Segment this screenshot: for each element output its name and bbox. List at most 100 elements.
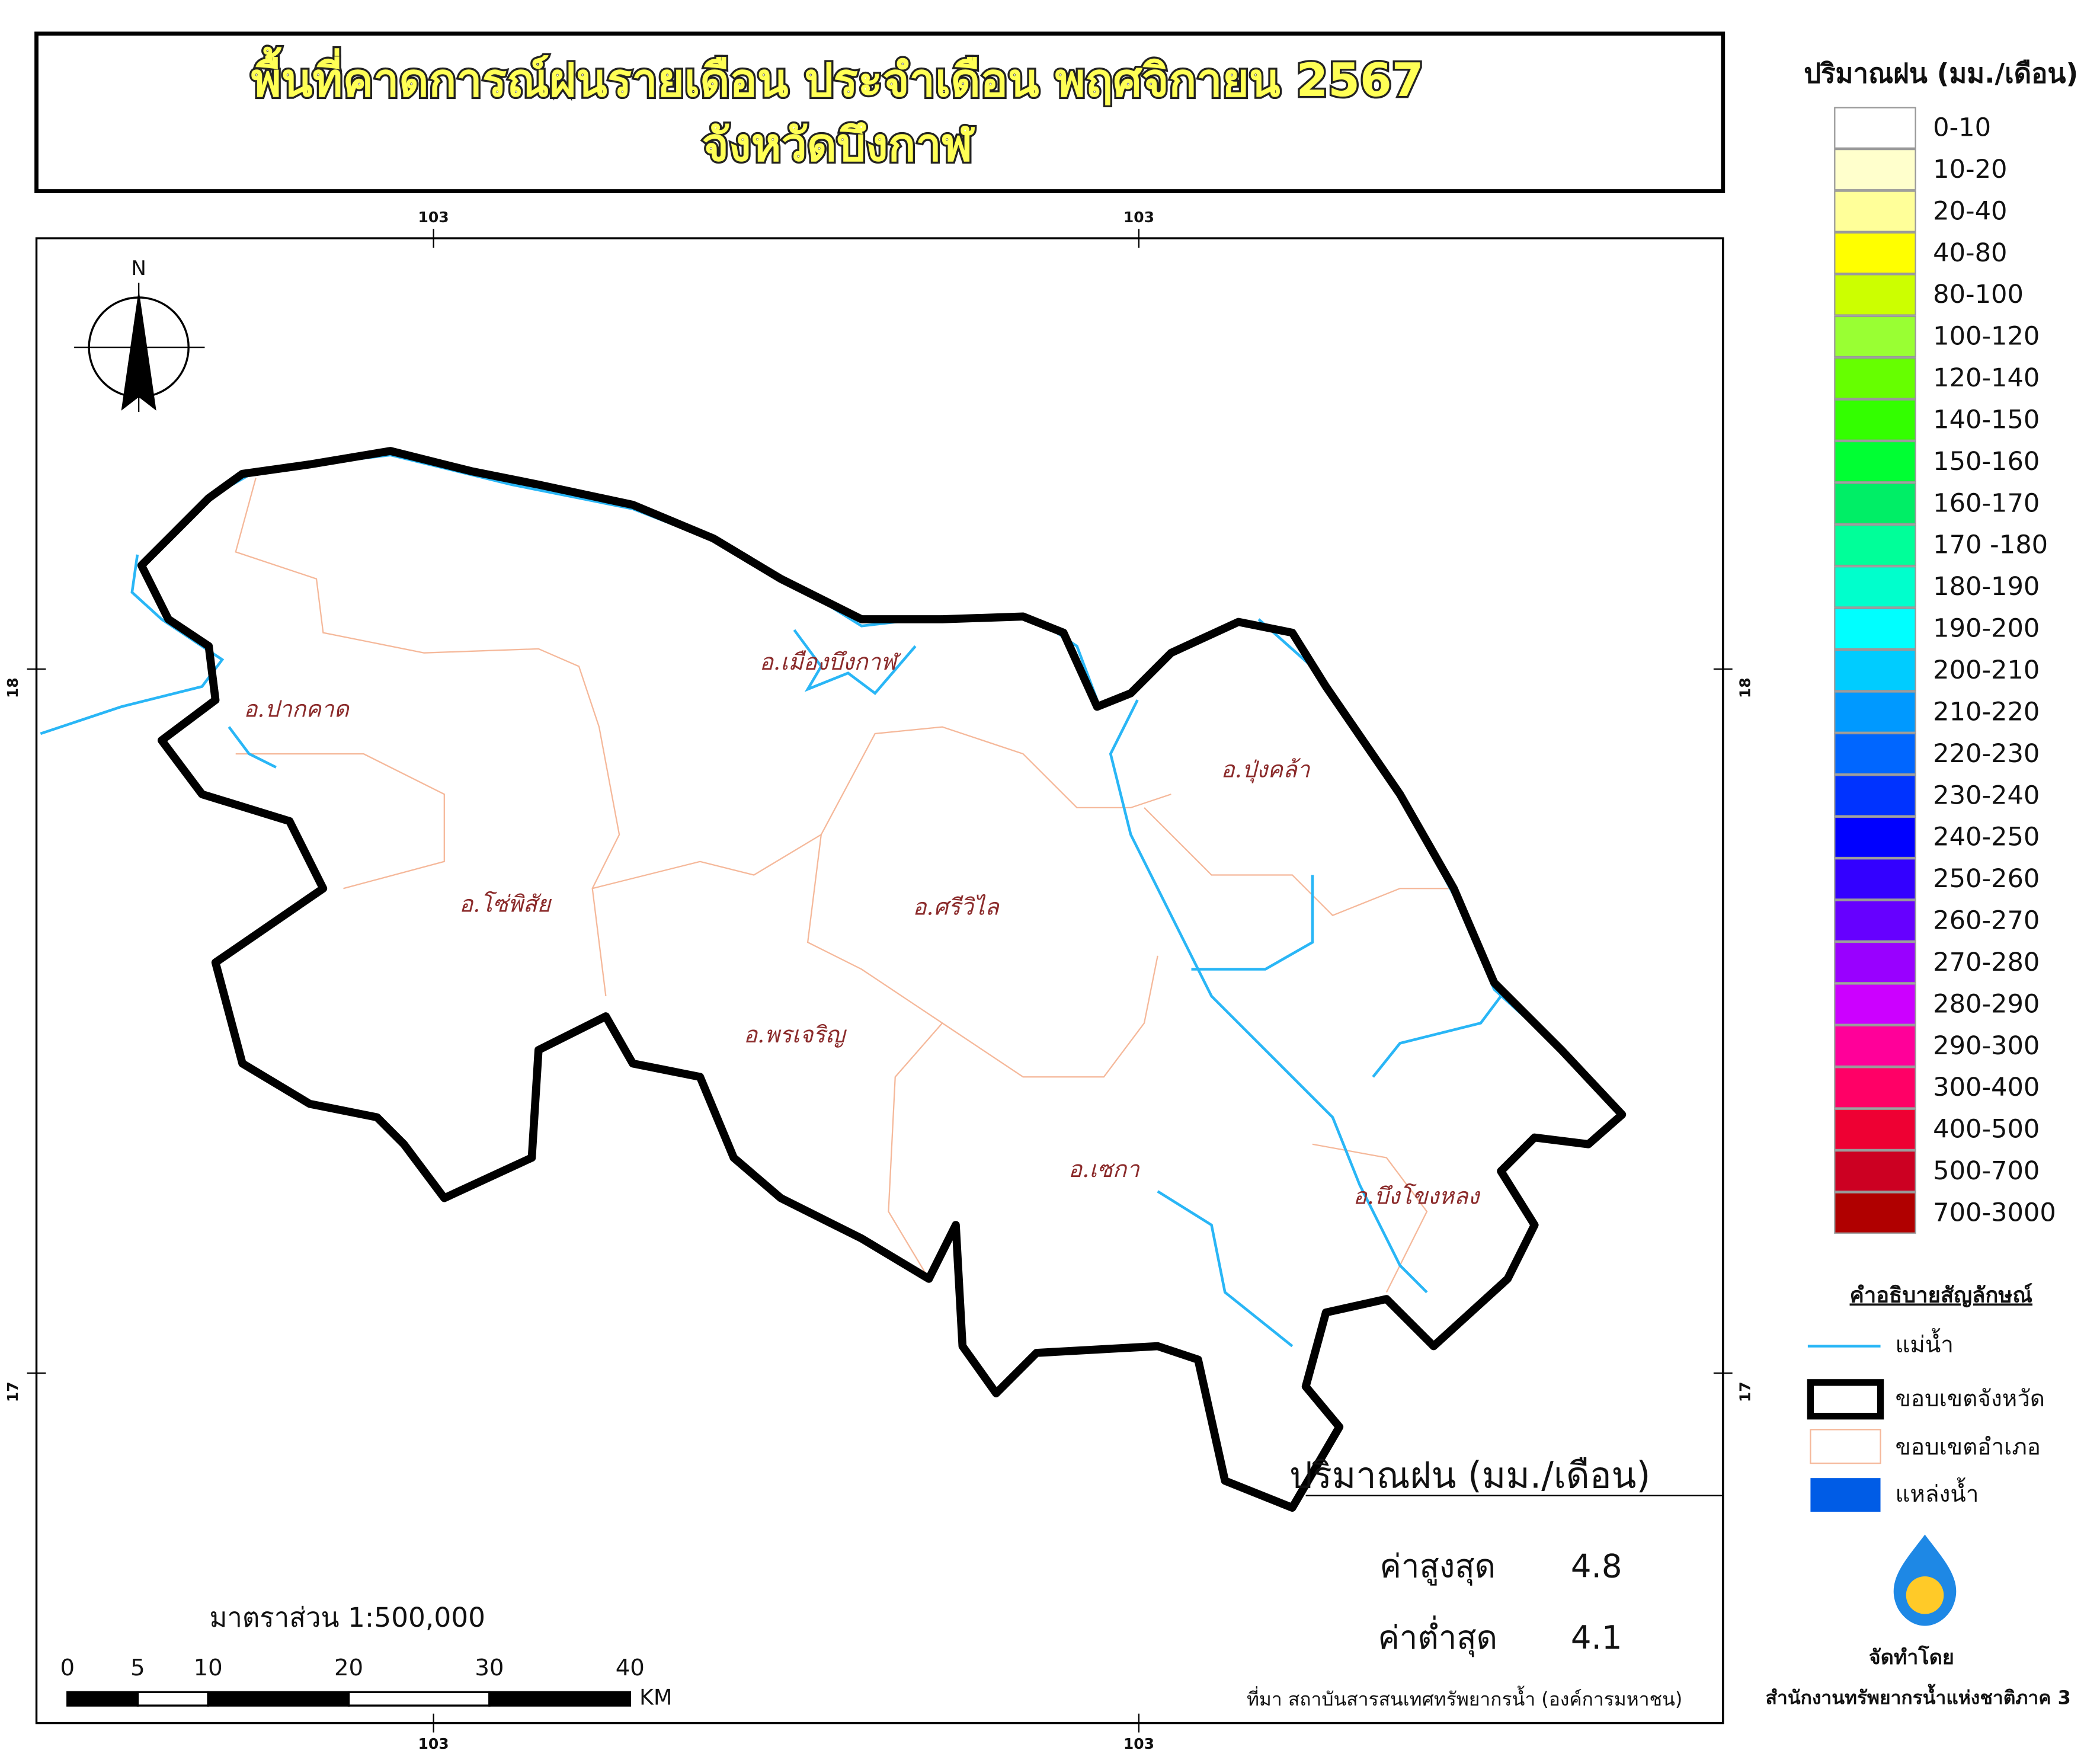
legend-label: 140-150	[1933, 405, 2040, 434]
graticule-label: 103	[418, 209, 449, 226]
legend-swatch	[1834, 650, 1916, 692]
legend-swatch	[1834, 1025, 1916, 1067]
legend-swatch	[1834, 190, 1916, 232]
legend-label: 700-3000	[1933, 1198, 2056, 1227]
legend-swatch	[1834, 1067, 1916, 1109]
graticule-label: 18	[1736, 677, 1753, 698]
scale-label: 0	[60, 1655, 75, 1681]
legend-swatch	[1834, 858, 1916, 900]
graticule-label: 17	[1736, 1381, 1753, 1402]
max-label: ค่าสูงสุด	[1379, 1547, 1496, 1586]
symbol-label: ขอบเขตอำเภอ	[1896, 1434, 2041, 1461]
north-label: N	[131, 257, 146, 280]
district-label: อ.โซ่พิสัย	[459, 891, 552, 918]
agency-logo	[1893, 1534, 1957, 1626]
water-symbol	[1810, 1478, 1881, 1512]
legend-swatch	[1834, 315, 1916, 358]
district-label: อ.ปุ่งคล้า	[1221, 757, 1310, 784]
legend-label: 240-250	[1933, 823, 2040, 852]
min-value: 4.1	[1571, 1618, 1622, 1656]
legend-swatch	[1834, 732, 1916, 775]
legend-label: 160-170	[1933, 488, 2040, 518]
scale-segment	[488, 1691, 631, 1707]
legend-label: 250-260	[1933, 864, 2040, 894]
legend-label: 220-230	[1933, 739, 2040, 769]
scale-unit: KM	[639, 1685, 672, 1710]
district-label: อ.ศรีวิไล	[913, 894, 1000, 920]
legend-label: 500-700	[1933, 1156, 2040, 1186]
graticule-label: 17	[4, 1381, 21, 1402]
legend-label: 10-20	[1933, 155, 2007, 184]
legend-swatch	[1834, 482, 1916, 524]
legend-label: 20-40	[1933, 196, 2007, 226]
legend-label: 120-140	[1933, 363, 2040, 393]
scale-label: 30	[475, 1655, 504, 1681]
min-label: ค่าต่ำสุด	[1378, 1615, 1497, 1658]
scale-segment	[66, 1691, 139, 1707]
legend-swatch	[1834, 399, 1916, 441]
symbol-label: ขอบเขตจังหวัด	[1896, 1386, 2045, 1412]
legend-swatch	[1834, 274, 1916, 316]
legend-label: 100-120	[1933, 322, 2040, 351]
graticule-label: 18	[4, 677, 21, 698]
graticule-label: 103	[418, 1735, 449, 1750]
legend-title: ปริมาณฝน (มม./เดือน)	[1804, 58, 2078, 89]
legend-label: 150-160	[1933, 447, 2040, 476]
district-label: อ.บึงโขงหลง	[1353, 1183, 1481, 1210]
legend-swatch	[1834, 816, 1916, 859]
legend-label: 80-100	[1933, 280, 2024, 309]
district-label: อ.พรเจริญ	[744, 1022, 847, 1048]
scale-text: มาตราส่วน 1:500,000	[209, 1602, 485, 1633]
legend-label: 40-80	[1933, 238, 2007, 268]
legend-swatch	[1834, 149, 1916, 191]
province-boundary	[137, 447, 1627, 1512]
legend-swatch	[1834, 524, 1916, 567]
source: ที่มา สถาบันสารสนเทศทรัพยากรน้ำ (องค์การ…	[1247, 1685, 1682, 1710]
credit-org: สำนักงานทรัพยากรน้ำแห่งชาติภาค 3	[1766, 1684, 2071, 1709]
logo-emblem	[1906, 1576, 1944, 1614]
legend-swatch	[1834, 900, 1916, 942]
legend-label: 290-300	[1933, 1031, 2040, 1061]
scale-label: 5	[130, 1655, 145, 1681]
credit-label: จัดทำโดย	[1869, 1645, 1954, 1669]
legend-label: 190-200	[1933, 614, 2040, 644]
legend-label: 400-500	[1933, 1115, 2040, 1144]
title: พื้นที่คาดการณ์ฝนรายเดือน ประจำเดือน พฤศ…	[251, 46, 1424, 107]
north-pointer	[121, 289, 156, 411]
subtitle: จังหวัดบึงกาฬ	[702, 119, 975, 172]
legend-label: 210-220	[1933, 697, 2040, 727]
scale-label: 40	[616, 1655, 645, 1681]
legend-label: 230-240	[1933, 780, 2040, 810]
legend-swatch	[1834, 691, 1916, 733]
symbol-label: แม่น้ำ	[1896, 1328, 1954, 1358]
district-label: อ.เซกา	[1068, 1156, 1140, 1183]
legend-swatch	[1834, 775, 1916, 817]
north-arrow: N	[74, 257, 205, 412]
legend-label: 270-280	[1933, 948, 2040, 977]
scale-label: 10	[194, 1655, 223, 1681]
graticule-label: 103	[1123, 1735, 1154, 1750]
district-boundaries	[235, 478, 1454, 1293]
district-label: อ.ปากคาด	[244, 696, 350, 722]
legend-label: 200-210	[1933, 655, 2040, 685]
legend-swatch	[1834, 983, 1916, 1025]
legend-swatch	[1834, 1108, 1916, 1151]
scale-segment	[207, 1691, 350, 1707]
legend-swatch	[1834, 357, 1916, 399]
scale-segment	[347, 1691, 491, 1707]
legend-label: 260-270	[1933, 906, 2040, 936]
symbol-label: แหล่งน้ำ	[1896, 1477, 1979, 1508]
province-symbol	[1807, 1379, 1884, 1420]
district-label: อ.เมืองบึงกาฬ	[760, 649, 902, 676]
title-box	[34, 31, 1726, 193]
legend-label: 0-10	[1933, 113, 1991, 143]
legend-swatch	[1834, 1150, 1916, 1192]
legend-swatch	[1834, 1192, 1916, 1234]
district-symbol	[1810, 1429, 1881, 1464]
scale-label: 20	[334, 1655, 363, 1681]
legend-swatch	[1834, 941, 1916, 984]
legend-swatch	[1834, 607, 1916, 650]
legend-label: 170 -180	[1933, 530, 2048, 560]
max-value: 4.8	[1571, 1547, 1622, 1585]
